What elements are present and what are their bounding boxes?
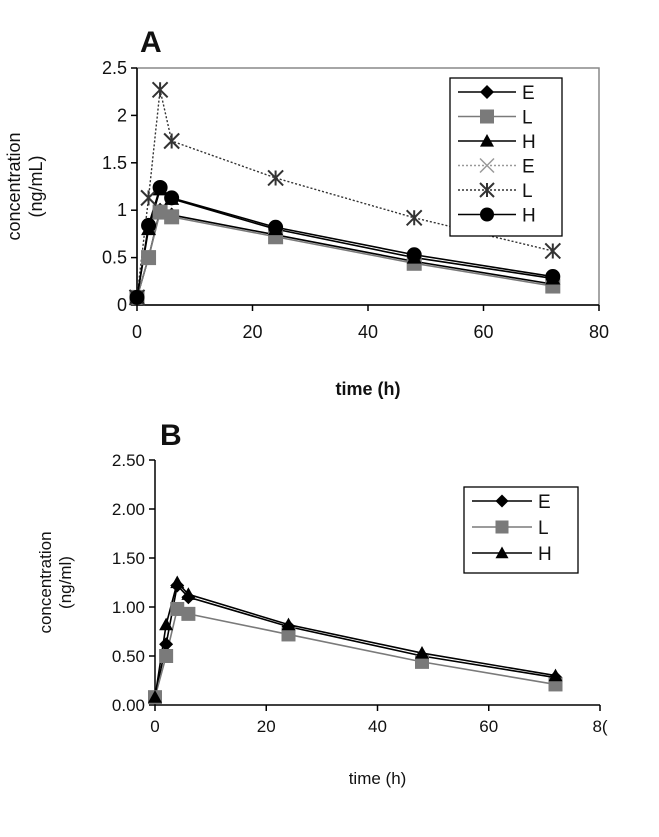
y-tick-label: 1.5 xyxy=(102,153,127,173)
y-axis-label: concentration xyxy=(4,132,24,240)
data-point-h-5 xyxy=(141,217,157,233)
data-point-l-1 xyxy=(170,601,185,616)
data-point-l-1 xyxy=(159,649,174,663)
y-axis-label: (ng/ml) xyxy=(56,556,75,609)
legend-marker xyxy=(480,109,494,124)
x-tick-label: 40 xyxy=(368,717,387,736)
x-tick-label: 60 xyxy=(473,322,493,342)
data-point-h-2 xyxy=(548,668,563,682)
data-point-h-5 xyxy=(129,289,145,305)
y-tick-label: 0.00 xyxy=(112,696,145,715)
data-point-h-5 xyxy=(268,219,284,235)
legend-marker xyxy=(480,85,494,99)
y-tick-label: 1 xyxy=(117,200,127,220)
data-point-h-2 xyxy=(181,587,196,600)
y-axis-label: (ng/mL) xyxy=(26,155,46,217)
data-point-e-0 xyxy=(159,637,174,652)
legend-marker xyxy=(495,520,509,534)
data-point-h-5 xyxy=(152,179,168,195)
data-point-l-1 xyxy=(181,606,196,621)
data-point-h-2 xyxy=(159,617,174,631)
legend-label: L xyxy=(538,518,549,539)
data-point-l-1 xyxy=(141,250,157,266)
data-point-l-4 xyxy=(140,189,157,207)
data-point-l-1 xyxy=(152,204,168,220)
y-tick-label: 2.50 xyxy=(112,451,145,470)
panel-title: B xyxy=(160,419,182,452)
y-axis-label: concentration xyxy=(36,531,55,633)
legend-marker xyxy=(480,134,494,147)
x-tick-label: 8( xyxy=(592,717,607,736)
legend-marker xyxy=(480,207,494,222)
series-line-l-1 xyxy=(154,607,556,698)
legend-label: H xyxy=(522,132,536,153)
x-tick-label: 80 xyxy=(589,322,609,342)
legend-label: E xyxy=(522,83,535,104)
data-point-h-5 xyxy=(406,247,422,263)
x-axis-label: time (h) xyxy=(349,769,407,788)
x-tick-label: 20 xyxy=(242,322,262,342)
legend-label: H xyxy=(538,544,552,565)
y-tick-label: 0.5 xyxy=(102,248,127,268)
legend-label: E xyxy=(522,157,535,178)
legend-box xyxy=(463,486,579,574)
x-axis-label: time (h) xyxy=(336,379,401,399)
legend: ELH xyxy=(463,486,579,574)
y-tick-label: 2.00 xyxy=(112,500,145,519)
y-tick-label: 0.50 xyxy=(112,647,145,666)
data-point-l-4 xyxy=(405,209,423,226)
data-point-h-2 xyxy=(148,690,162,703)
y-tick-label: 1.00 xyxy=(112,598,145,617)
y-tick-label: 2 xyxy=(117,105,127,125)
panel-title: A xyxy=(140,26,162,59)
x-tick-label: 60 xyxy=(479,717,498,736)
chart-panel-a: A 0 0.5 1 1.5 2 2.5 0 20 40 60 80 time (h) concentrat… xyxy=(4,26,609,399)
legend-box xyxy=(449,77,563,237)
data-point-l-4 xyxy=(163,132,180,150)
chart-panel-b: B 0.00 0.50 1.00 1.50 2.00 2.50 0 20 40 60 8( time (… xyxy=(36,419,608,788)
data-point-h-2 xyxy=(281,617,296,631)
legend-marker xyxy=(479,182,495,198)
data-point-h-2 xyxy=(170,575,185,589)
x-tick-label: 40 xyxy=(358,322,378,342)
data-point-h-2 xyxy=(415,646,429,659)
data-point-l-1 xyxy=(281,627,296,642)
data-point-l-4 xyxy=(267,169,284,187)
y-tick-label: 2.5 xyxy=(102,58,127,78)
legend-label: L xyxy=(522,181,533,202)
y-tick-label: 0 xyxy=(117,295,127,315)
data-point-h-5 xyxy=(545,269,561,285)
legend-marker xyxy=(495,494,509,508)
legend-marker xyxy=(495,546,509,559)
data-point-l-1 xyxy=(164,209,180,225)
series-line-h-2 xyxy=(154,580,556,698)
legend-label: L xyxy=(522,108,533,129)
data-point-h-5 xyxy=(164,190,180,206)
x-tick-label: 0 xyxy=(132,322,142,342)
data-point-l-4 xyxy=(151,81,169,99)
legend-marker xyxy=(479,157,495,174)
data-point-l-4 xyxy=(544,242,562,260)
y-tick-label: 1.50 xyxy=(112,549,145,568)
x-tick-label: 20 xyxy=(257,717,276,736)
legend-label: H xyxy=(522,206,536,227)
x-tick-label: 0 xyxy=(150,717,159,736)
legend-label: E xyxy=(538,492,551,513)
